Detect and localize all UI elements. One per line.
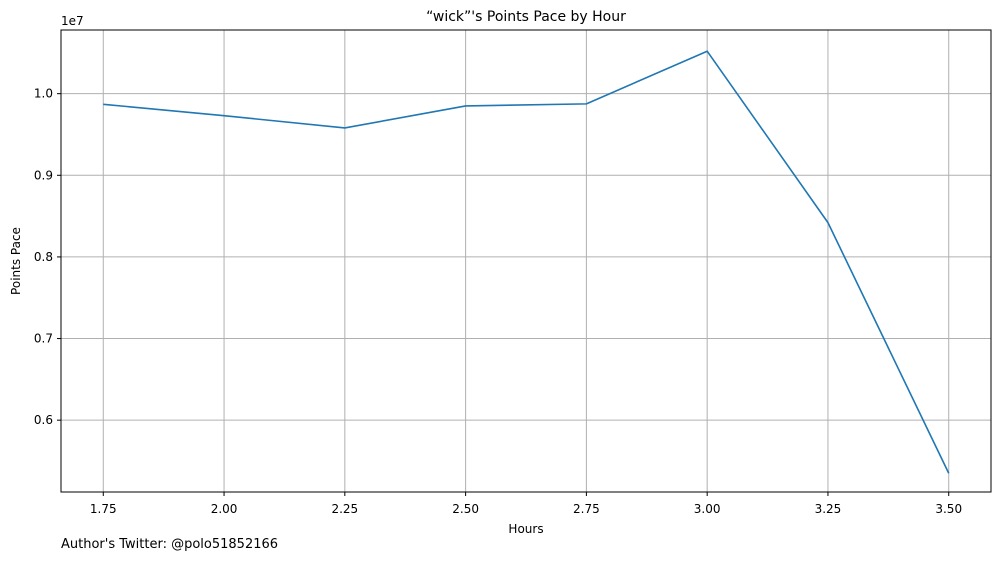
y-tick-label: 0.8 xyxy=(34,250,53,264)
y-tick-label: 0.7 xyxy=(34,332,53,346)
x-tick-label: 3.00 xyxy=(694,502,721,516)
series-line xyxy=(103,50,950,474)
tick-layer: 1.75 2.00 2.25 2.50 2.75 3.00 3.25 3.50 0.6 0.7 0.… xyxy=(34,87,962,516)
plot-frame xyxy=(60,29,992,493)
y-axis-title: Points Pace xyxy=(9,227,23,295)
x-tick-label: 2.00 xyxy=(211,502,238,516)
x-tick-label: 3.25 xyxy=(815,502,842,516)
author-footnote: Author's Twitter: @polo51852166 xyxy=(61,537,279,552)
x-tick-label: 2.25 xyxy=(331,502,358,516)
series-layer xyxy=(103,50,950,474)
y-tick-label: 1.0 xyxy=(34,87,53,101)
y-tick-label: 0.9 xyxy=(34,168,53,182)
chart-title: “wick”'s Points Pace by Hour xyxy=(426,9,626,25)
x-tick-label: 2.50 xyxy=(452,502,479,516)
y-offset-label: 1e7 xyxy=(61,14,84,28)
x-axis-title: Hours xyxy=(508,522,543,536)
x-tick-label: 2.75 xyxy=(573,502,600,516)
y-tick-label: 0.6 xyxy=(34,413,53,427)
x-tick-label: 3.50 xyxy=(935,502,962,516)
x-tick-label: 1.75 xyxy=(90,502,117,516)
grid-layer xyxy=(61,30,991,492)
